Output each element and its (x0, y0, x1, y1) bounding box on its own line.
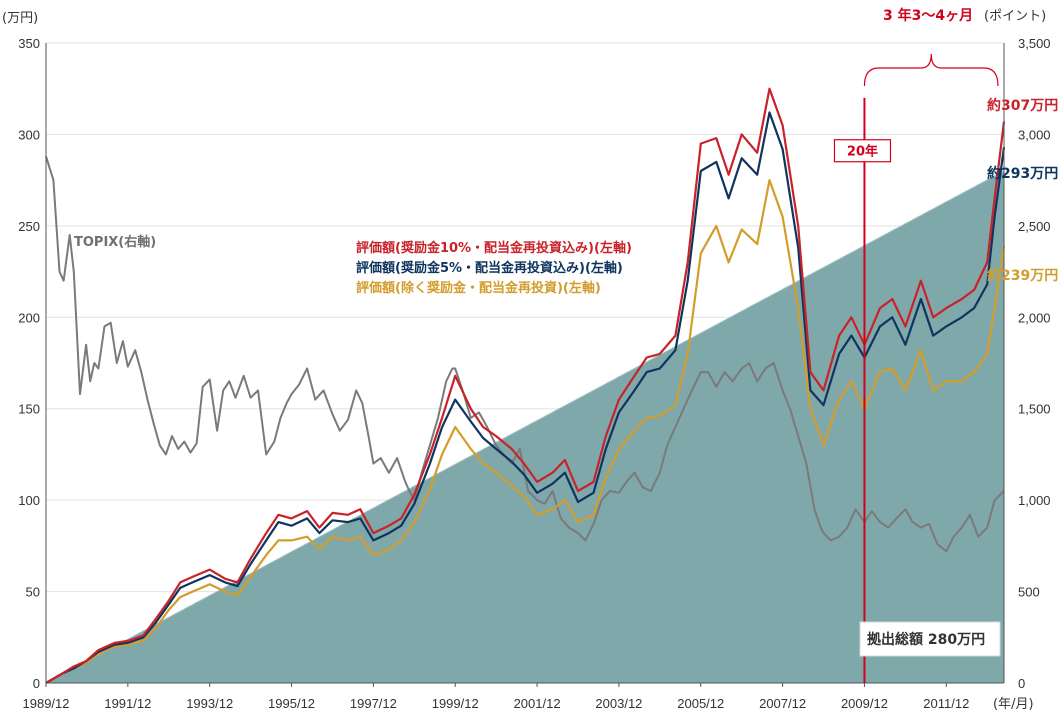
year-20-marker-box (833, 139, 892, 163)
legend-topix: TOPIX(右軸) (74, 234, 156, 250)
contribution-edge (45, 170, 1005, 684)
y-right-tick-label: 2,500 (1018, 219, 1051, 234)
y-left-tick-label: 50 (26, 585, 40, 600)
end-label-val0: 約239万円 (987, 267, 1058, 284)
y-right-tick-label: 3,500 (1018, 36, 1051, 51)
y-left-tick-label: 150 (18, 402, 40, 417)
series-lines (45, 87, 1006, 684)
y-right-tick-label: 1,500 (1018, 402, 1051, 417)
legend-val10: 評価額(奨励金10%・配当金再投資込み)(左軸) (356, 240, 632, 256)
x-tick-label: 1991/12 (104, 696, 151, 711)
x-tick-label: 2011/12 (923, 696, 969, 711)
y-left-tick-label: 250 (18, 219, 40, 234)
x-tick-label: 1989/12 (23, 696, 70, 711)
contribution-label: 拠出総額 280万円 (867, 631, 985, 648)
legend-val5: 評価額(奨励金5%・配当金再投資込み)(左軸) (356, 260, 623, 276)
y-left-tick-label: 350 (18, 36, 40, 51)
legend-val0: 評価額(除く奨励金・配当金再投資)(左軸) (356, 280, 601, 296)
left-axis-unit: (万円) (2, 11, 38, 26)
y-right-tick-label: 2,000 (1018, 310, 1051, 325)
x-tick-label: 2007/12 (759, 696, 806, 711)
x-tick-label: 1993/12 (186, 696, 233, 711)
y-right-tick-label: 3,000 (1018, 127, 1051, 142)
end-label-val10: 約307万円 (987, 97, 1058, 114)
y-left-tick-label: 100 (18, 493, 40, 508)
y-left-tick-label: 0 (33, 676, 40, 691)
end-label-val5: 約293万円 (987, 165, 1058, 182)
x-tick-label: 1995/12 (268, 696, 315, 711)
x-tick-label: 2009/12 (841, 696, 888, 711)
x-tick-label: 1997/12 (350, 696, 397, 711)
contribution-steps (45, 170, 1005, 684)
x-tick-label: 1999/12 (432, 696, 479, 711)
x-tick-label: 2003/12 (595, 696, 642, 711)
period-label: 3 年3〜4ヶ月 (883, 7, 973, 24)
x-tick-label: 2001/12 (514, 696, 561, 711)
y-right-tick-label: 0 (1018, 676, 1025, 691)
x-axis-unit: (年/月) (993, 697, 1034, 712)
series-line-val10 (45, 87, 1006, 684)
y-left-tick-label: 300 (18, 127, 40, 142)
series-line-val0 (45, 179, 1006, 684)
x-tick-label: 2005/12 (677, 696, 724, 711)
series-line-val5 (45, 111, 1006, 684)
right-axis-unit: (ポイント) (984, 9, 1046, 24)
period-brace (863, 53, 999, 87)
y-left-tick-label: 200 (18, 310, 40, 325)
year-20-marker-label: 20年 (847, 144, 878, 160)
contribution-label-box (859, 621, 1001, 657)
tick-labels: 0 50 100 150 200 250 300 350 0 500 1,000 1,500 2,000… (18, 36, 1050, 711)
y-right-tick-label: 1,000 (1018, 493, 1051, 508)
axes (45, 43, 1005, 684)
y-right-tick-label: 500 (1018, 585, 1040, 600)
